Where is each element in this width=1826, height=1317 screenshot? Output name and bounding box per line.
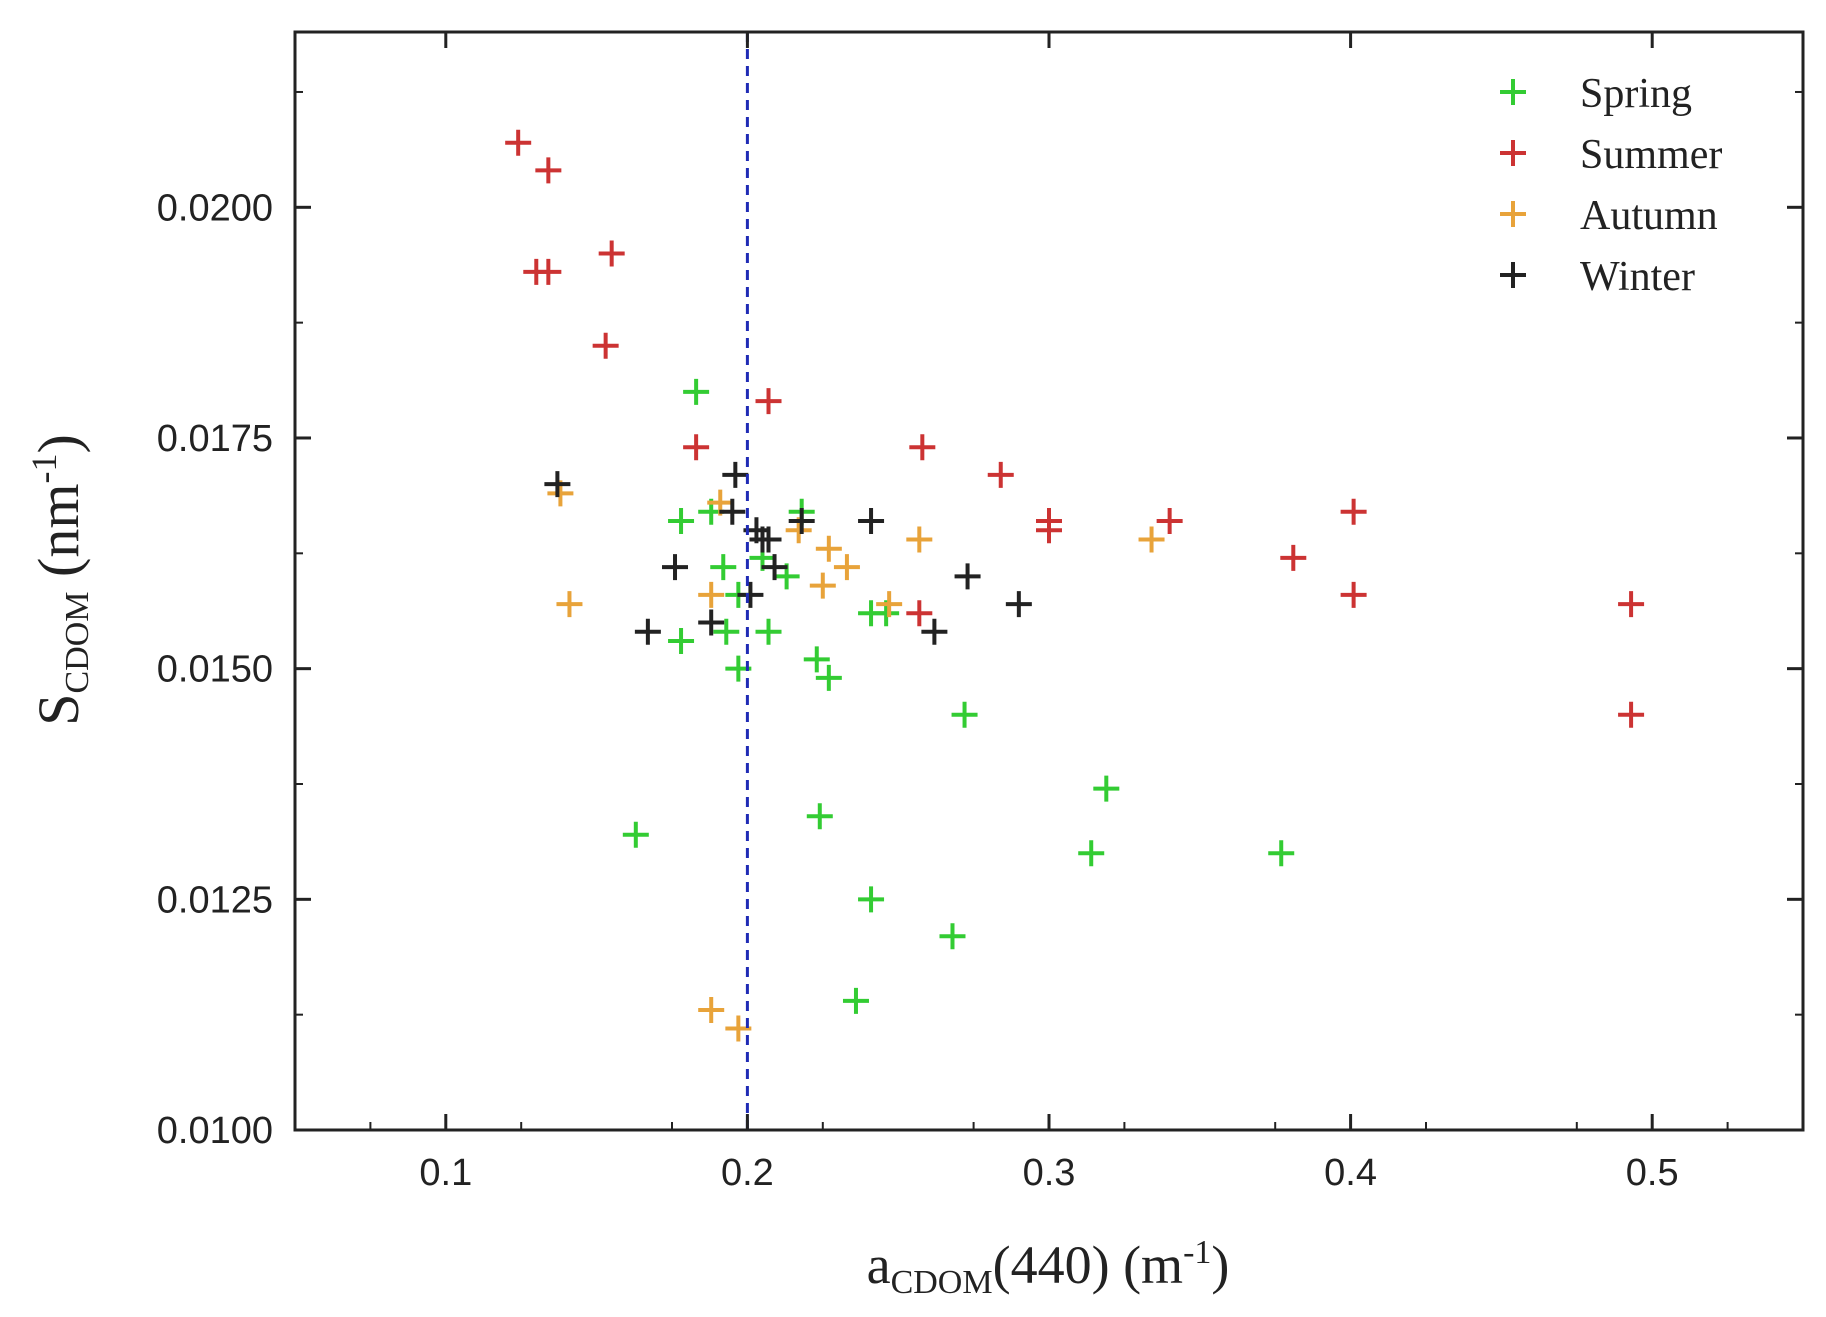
plot-frame (293, 30, 1805, 1132)
data-point-winter (719, 498, 746, 525)
markers-layer (505, 129, 1645, 1042)
legend-marker-winter (1500, 262, 1526, 288)
data-point-summer (1036, 517, 1062, 544)
y-tick-label: 0.0125 (157, 879, 273, 921)
data-point-winter (662, 554, 689, 581)
data-point-summer (683, 434, 710, 461)
legend-marker-summer (1500, 140, 1526, 166)
data-point-spring (951, 701, 978, 728)
legend-label-winter: Winter (1580, 254, 1695, 300)
data-point-spring (755, 618, 782, 645)
series-autumn (547, 480, 1165, 1042)
data-point-autumn (725, 1015, 752, 1042)
y-axis-title-sup: -1 (24, 454, 64, 484)
legend-marker-spring (1500, 79, 1526, 105)
x-tick-label: 0.3 (1023, 1152, 1076, 1194)
data-point-winter (921, 618, 948, 645)
data-point-autumn (876, 591, 903, 618)
axis-ticks: 0.1 0.2 0.3 0.4 0.5 0.0100 0.0125 0.0150 0.0175 0… (157, 32, 1803, 1194)
data-point-autumn (698, 581, 725, 608)
data-point-spring (710, 554, 737, 581)
y-axis-title-sub: CDOM (59, 591, 96, 693)
data-point-summer (592, 332, 619, 359)
data-point-winter (634, 618, 661, 645)
data-point-summer (1340, 498, 1367, 525)
data-point-summer (906, 600, 933, 627)
x-axis-title-rest: (440) (m (993, 1235, 1183, 1295)
y-axis-title: SCDOM (nm-1) (24, 434, 96, 726)
legend: Spring Summer Autumn Winter (1500, 71, 1722, 300)
data-point-winter (755, 526, 782, 553)
data-point-spring (803, 646, 830, 673)
data-point-summer (505, 129, 532, 156)
y-tick-label: 0.0150 (157, 649, 273, 691)
data-point-autumn (833, 554, 860, 581)
legend-label-spring: Spring (1580, 71, 1692, 117)
x-axis-title-main: a (867, 1235, 891, 1295)
y-tick-label: 0.0200 (157, 187, 273, 229)
x-tick-label: 0.2 (721, 1152, 774, 1194)
data-point-spring (1268, 840, 1295, 867)
data-point-winter (722, 461, 749, 488)
data-point-autumn (556, 591, 583, 618)
y-tick-label: 0.0175 (157, 418, 273, 460)
y-axis-title-close: ) (26, 434, 91, 453)
data-point-winter (858, 508, 885, 535)
data-point-spring (713, 618, 740, 645)
y-axis-title-main: S (26, 694, 91, 726)
data-point-summer (1618, 591, 1645, 618)
data-point-spring (842, 987, 869, 1014)
data-point-autumn (809, 572, 836, 599)
data-point-autumn (815, 535, 842, 562)
series-winter (544, 461, 1032, 645)
data-point-winter (698, 609, 725, 636)
data-point-winter (761, 554, 788, 581)
x-axis-title-sup: -1 (1183, 1234, 1211, 1271)
legend-label-summer: Summer (1580, 132, 1722, 178)
data-point-winter (544, 471, 571, 498)
data-point-summer (755, 388, 782, 415)
data-point-winter (788, 508, 815, 535)
data-point-winter (737, 581, 764, 608)
data-point-summer (535, 157, 562, 184)
data-point-spring (806, 803, 833, 830)
y-axis-title-rest: (nm (26, 484, 91, 592)
x-tick-label: 0.5 (1626, 1152, 1679, 1194)
data-point-spring (1093, 775, 1120, 802)
x-tick-label: 0.1 (419, 1152, 472, 1194)
data-point-spring (622, 821, 649, 848)
data-point-summer (1280, 544, 1307, 571)
x-axis-title-sub: CDOM (891, 1264, 993, 1301)
data-point-spring (1078, 840, 1105, 867)
data-point-winter (1005, 591, 1032, 618)
data-point-summer (987, 461, 1014, 488)
x-axis-title: aCDOM(440) (m-1) (867, 1234, 1230, 1301)
x-axis-title-close: ) (1211, 1235, 1229, 1295)
data-point-winter (954, 563, 981, 590)
data-point-spring (668, 508, 695, 535)
legend-marker-autumn (1500, 201, 1526, 227)
data-point-spring (939, 923, 966, 950)
data-point-spring (815, 664, 842, 691)
data-point-summer (535, 258, 562, 285)
data-point-summer (909, 434, 936, 461)
data-point-summer (1618, 701, 1645, 728)
data-point-spring (683, 378, 710, 405)
series-summer (505, 129, 1645, 728)
data-point-autumn (906, 526, 933, 553)
data-point-autumn (698, 997, 725, 1024)
data-point-summer (598, 240, 625, 267)
y-tick-label: 0.0100 (157, 1110, 273, 1152)
data-point-summer (1156, 508, 1183, 535)
data-point-spring (668, 627, 695, 654)
data-point-autumn (1138, 526, 1165, 553)
x-tick-label: 0.4 (1324, 1152, 1377, 1194)
legend-label-autumn: Autumn (1580, 193, 1718, 239)
data-point-summer (1340, 581, 1367, 608)
data-point-spring (858, 886, 885, 913)
